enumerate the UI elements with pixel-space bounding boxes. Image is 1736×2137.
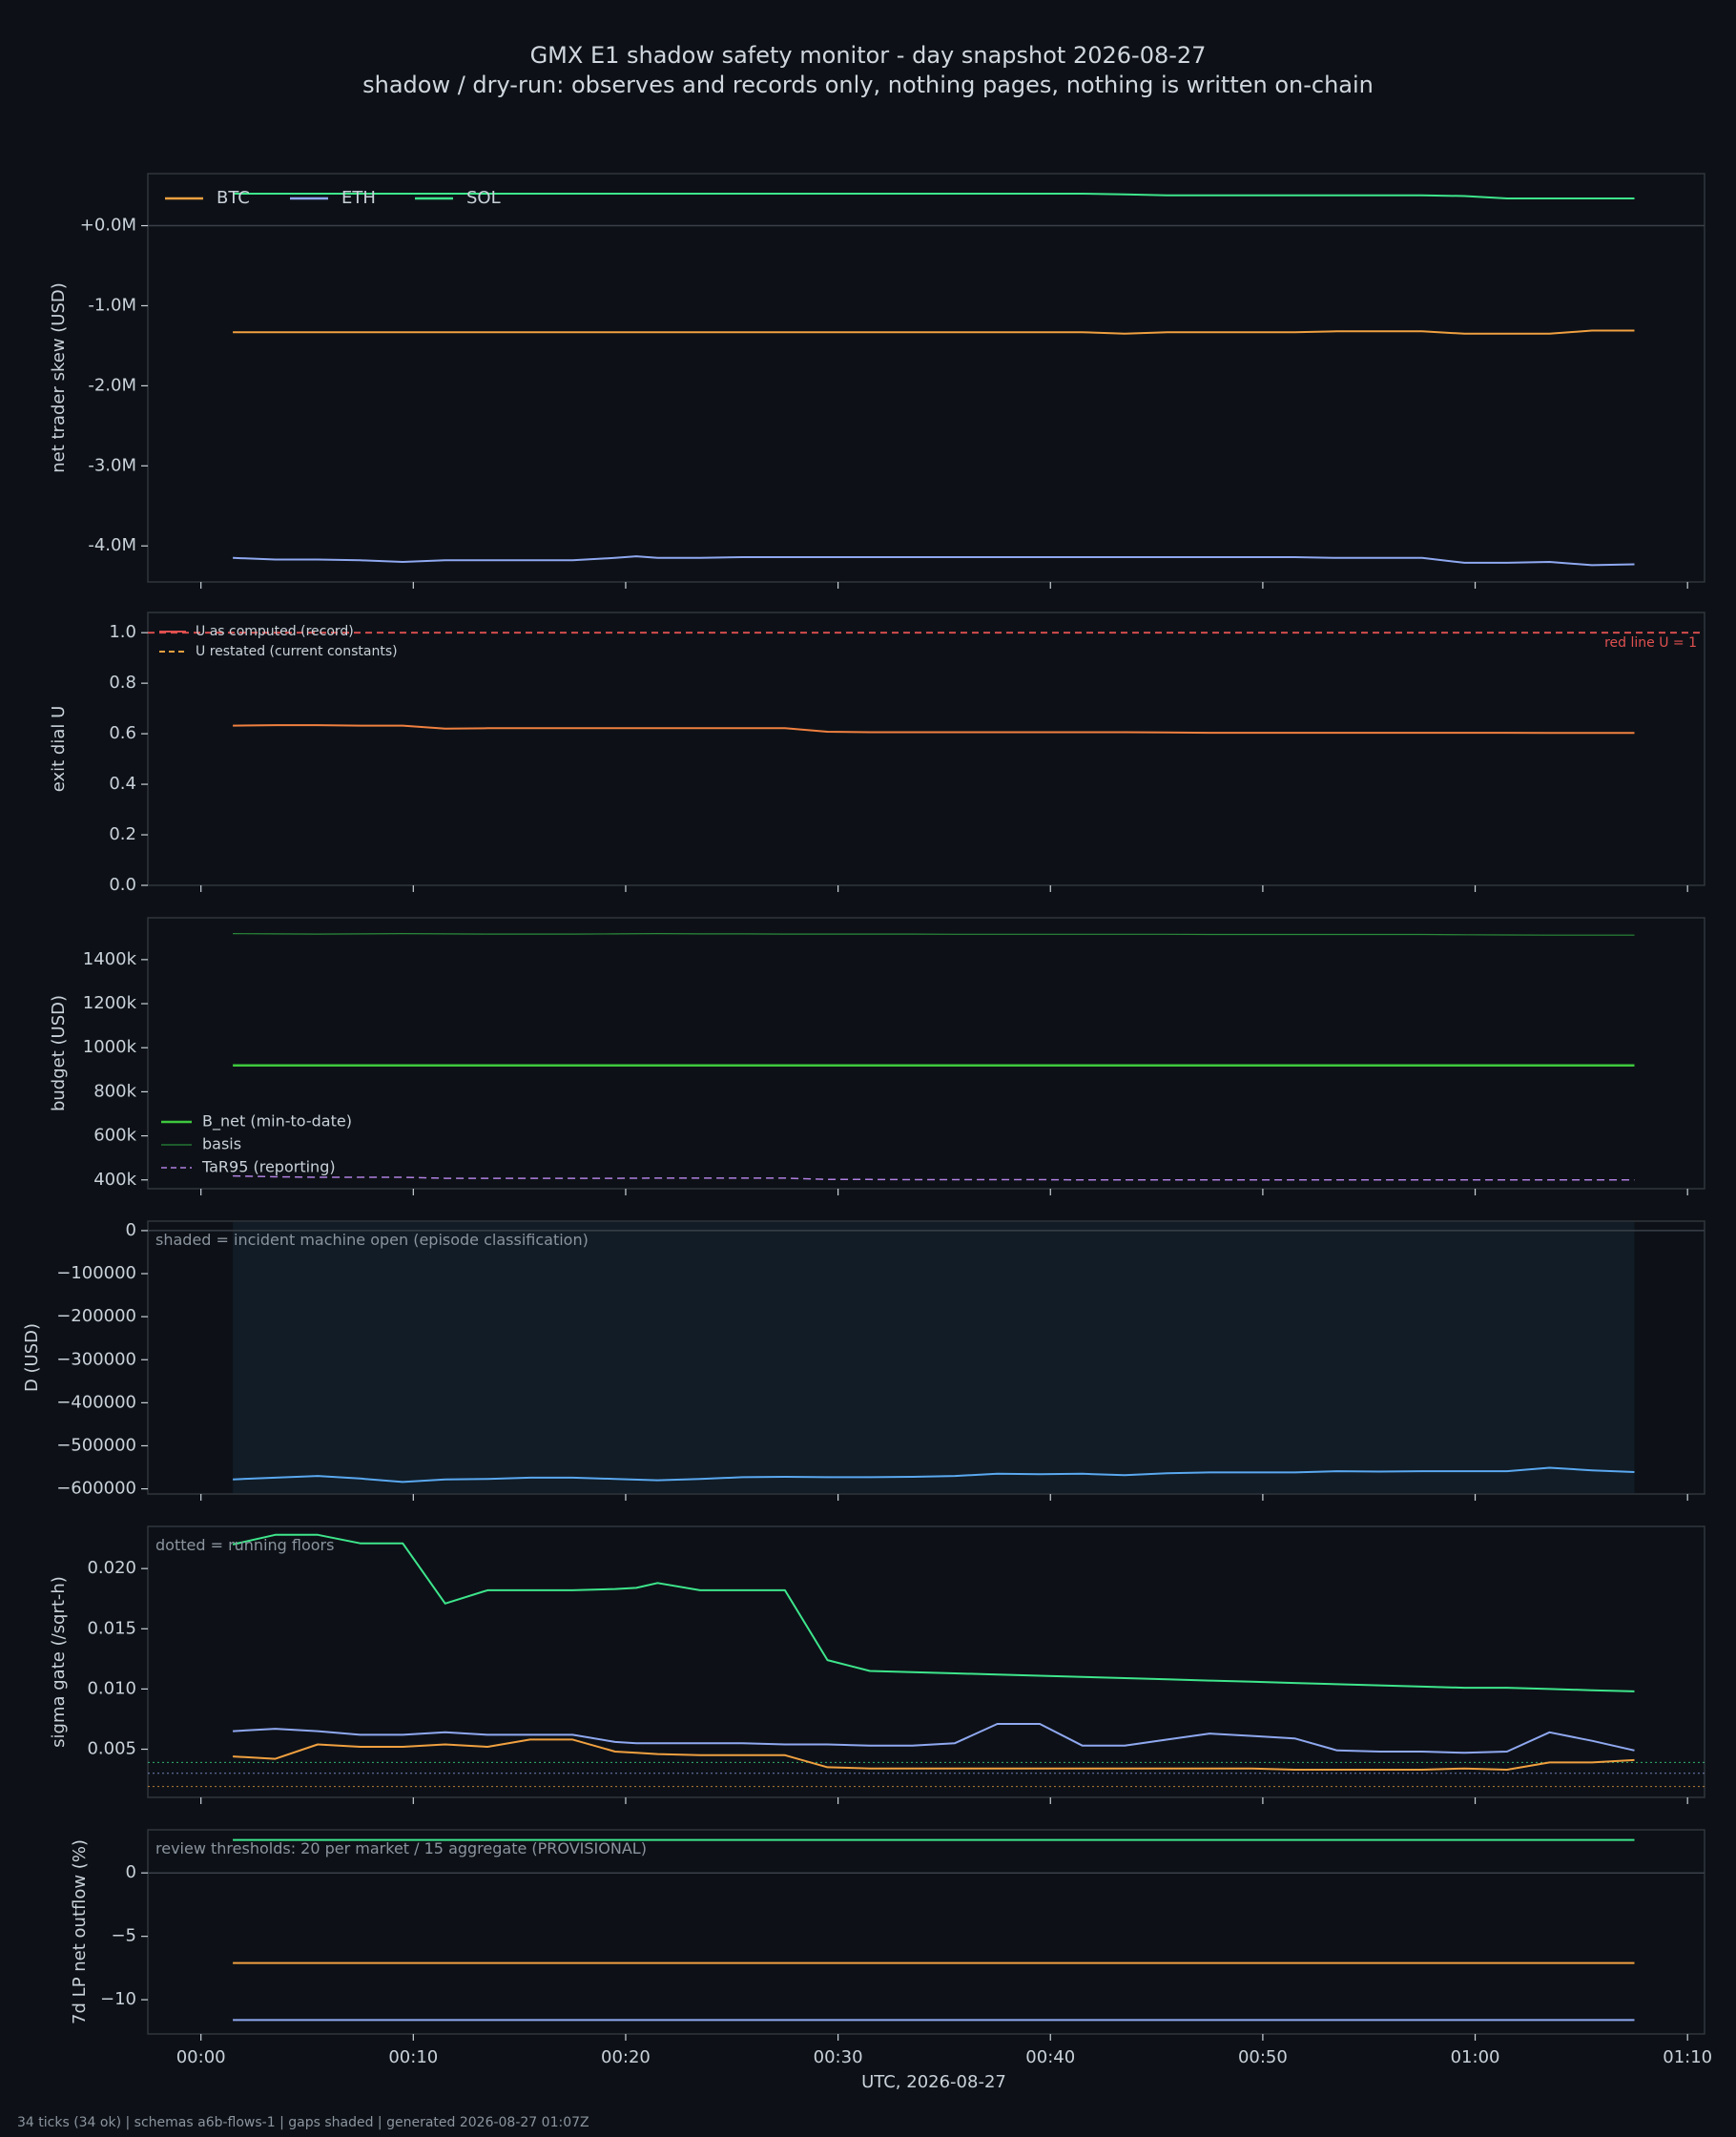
y-tick-label: 1400k: [83, 949, 137, 969]
y-tick-label: -4.0M: [88, 535, 136, 555]
legend-item-btc: BTC: [165, 188, 250, 208]
panel-content: red line U = 1: [148, 632, 1705, 735]
legend-label: U restated (current constants): [196, 644, 398, 659]
y-tick-label: -2.0M: [88, 375, 136, 395]
y-axis-label: D (USD): [22, 1323, 42, 1392]
y-tick-label: −400000: [56, 1392, 136, 1412]
y-tick-label: −600000: [56, 1479, 136, 1499]
figure-subtitle: shadow / dry-run: observes and records o…: [362, 72, 1374, 98]
panel-note: dotted = running floors: [155, 1536, 334, 1554]
panel-frame: [147, 1525, 1705, 1798]
y-tick-label: 400k: [93, 1170, 136, 1190]
legend-item-2: basis: [161, 1135, 241, 1153]
y-tick-label: −100000: [56, 1263, 136, 1283]
y-tick-label: 0.005: [87, 1739, 136, 1759]
legend-item-eth: ETH: [290, 188, 376, 208]
y-tick-label: 0: [126, 1862, 136, 1882]
y-tick-label: 0.015: [87, 1618, 136, 1638]
panels: +0.0M -1.0M -2.0M -3.0M -4.0M net trader skew…: [22, 173, 1712, 2092]
legend-label: B_net (min-to-date): [202, 1112, 352, 1131]
legend-label: U as computed (record): [196, 624, 354, 639]
y-tick-label: 1200k: [83, 993, 137, 1013]
legend-label: TaR95 (reporting): [201, 1158, 336, 1176]
legend-label: basis: [202, 1135, 241, 1153]
y-tick-label: -3.0M: [88, 455, 136, 475]
panel-content: [148, 193, 1705, 567]
series-line-eth: [233, 1723, 1635, 1754]
panel-6: 0 −5 −10 7d LP net outflow (%) review thresh…: [70, 1829, 1712, 2092]
y-axis-label: 7d LP net outflow (%): [70, 1839, 90, 2024]
legend-item-2: U restated (current constants): [159, 644, 398, 659]
series-line-basis: [233, 932, 1635, 936]
panel-content: [233, 932, 1635, 1181]
panel-frame: [147, 173, 1705, 583]
legend-label: ETH: [341, 188, 376, 208]
y-tick-label: 800k: [93, 1081, 136, 1101]
series-line-sol: [232, 1533, 1635, 1692]
panel-content: [148, 1222, 1705, 1493]
y-tick-label: −5: [111, 1926, 136, 1946]
panel-1: +0.0M -1.0M -2.0M -3.0M -4.0M net trader skew…: [49, 173, 1705, 589]
panel-frame: [147, 917, 1705, 1190]
series-line-btc: [233, 329, 1635, 335]
y-axis-label: exit dial U: [49, 706, 69, 793]
legend-item-1: U as computed (record): [159, 624, 354, 639]
y-tick-label: +0.0M: [80, 216, 136, 236]
panel-frame: [147, 612, 1705, 886]
legend-item-sol: SOL: [415, 188, 501, 208]
x-tick-label: 00:20: [601, 2047, 651, 2067]
x-tick-label: 01:00: [1451, 2047, 1500, 2067]
y-tick-label: -1.0M: [88, 295, 136, 315]
panel-3: 400k 600k 800k 1000k 1200k 1400k budget (USD) B…: [49, 917, 1705, 1195]
x-tick-label: 00:10: [388, 2047, 438, 2067]
y-tick-label: −200000: [56, 1306, 136, 1326]
incident-shade: [233, 1222, 1635, 1493]
panel-frame: [147, 1829, 1705, 2035]
y-tick-label: 600k: [93, 1126, 136, 1146]
figure-title: GMX E1 shadow safety monitor - day snaps…: [530, 42, 1207, 69]
y-tick-label: 0: [126, 1220, 136, 1240]
x-tick-label: 00:00: [176, 2047, 226, 2067]
series-line-unnamed-3: [233, 724, 1635, 735]
x-tick-label: 00:50: [1238, 2047, 1288, 2067]
legend-item-1: B_net (min-to-date): [161, 1112, 352, 1131]
x-tick-label: 01:10: [1663, 2047, 1712, 2067]
y-axis-label: sigma gate (/sqrt-h): [49, 1576, 69, 1748]
series-line-btc: [233, 1738, 1635, 1771]
x-tick-label: 00:30: [814, 2047, 863, 2067]
y-tick-label: 1000k: [83, 1037, 137, 1057]
y-tick-label: 1.0: [109, 622, 136, 642]
series-line-unnamed-1: [233, 1466, 1635, 1483]
panel-note: review thresholds: 20 per market / 15 ag…: [155, 1839, 647, 1857]
panel-content: [148, 1838, 1705, 2022]
legend-item-3: TaR95 (reporting): [161, 1158, 336, 1176]
y-tick-label: 0.2: [109, 824, 136, 844]
y-axis-label: net trader skew (USD): [49, 282, 69, 473]
panel-4: 0 −100000 −200000 −300000 −400000 −500000 −600…: [22, 1220, 1705, 1501]
y-tick-label: 0.8: [109, 673, 136, 693]
y-tick-label: −500000: [56, 1435, 136, 1455]
series-line-tar95-reporting-: [233, 1174, 1635, 1181]
y-tick-label: 0.020: [87, 1558, 136, 1578]
y-tick-label: 0.4: [109, 774, 136, 794]
y-axis-label: budget (USD): [49, 995, 69, 1111]
footer-text: 34 ticks (34 ok) | schemas a6b-flows-1 |…: [17, 2115, 589, 2130]
panel-content: [148, 1533, 1705, 1788]
y-tick-label: −10: [100, 1989, 136, 2009]
x-tick-label: 00:40: [1025, 2047, 1075, 2067]
legend-label: BTC: [217, 188, 250, 208]
panel-5: 0.005 0.010 0.015 0.020 sigma gate (/sqrt-h)…: [49, 1525, 1705, 1804]
y-tick-label: 0.6: [109, 723, 136, 743]
y-tick-label: 0.0: [109, 875, 136, 895]
panel-note: shaded = incident machine open (episode …: [155, 1231, 589, 1249]
x-axis-label: UTC, 2026-08-27: [861, 2072, 1006, 2092]
y-tick-label: 0.010: [87, 1678, 136, 1698]
series-line-sol: [233, 193, 1635, 199]
panel-2: red line U = 1 0.0 0.2 0.4 0.6 0.8 1.0 exit dia…: [49, 612, 1705, 895]
series-line-eth: [233, 555, 1635, 567]
red-line-label: red line U = 1: [1604, 635, 1697, 651]
y-tick-label: −300000: [56, 1349, 136, 1369]
legend-label: SOL: [466, 188, 501, 208]
